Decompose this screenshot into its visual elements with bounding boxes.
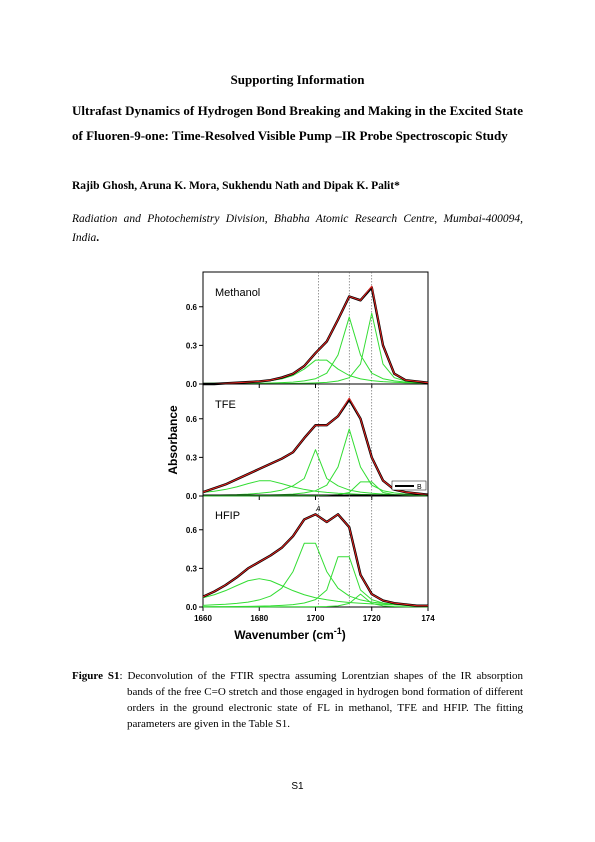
header: Supporting Information	[230, 72, 365, 87]
x-tick-label: 1720	[363, 614, 381, 623]
legend-label: B	[417, 484, 422, 491]
series-line	[202, 513, 428, 607]
x-tick-label: 1680	[250, 614, 268, 623]
x-axis-label-text: Wavenumber (cm	[234, 628, 334, 642]
caption-label: Figure S1	[72, 670, 120, 682]
y-tick-label: 0.6	[186, 415, 198, 424]
authors: Rajib Ghosh, Aruna K. Mora, Sukhendu Nat…	[72, 180, 400, 192]
y-tick-label: 0.0	[186, 492, 198, 501]
series-line	[202, 578, 429, 607]
x-tick-label: 1700	[307, 614, 325, 623]
caption-text: : Deconvolution of the FTIR spectra assu…	[119, 670, 524, 730]
series-line	[203, 286, 429, 386]
figure: Absorbance Wavenumber (cm-1) 0.0 0.3 0.6 Me…	[166, 271, 435, 642]
series-line	[202, 513, 428, 607]
panel-label: Methanol	[215, 287, 260, 299]
series-line	[202, 397, 429, 496]
x-axis-label-sup: -1	[334, 626, 342, 636]
series-line	[202, 542, 429, 607]
page-number: S1	[291, 781, 304, 792]
x-tick-label: 1660	[194, 614, 212, 623]
x-axis-label-end: )	[342, 628, 346, 642]
y-tick-label: 0.0	[186, 603, 198, 612]
series-line	[202, 556, 429, 608]
affiliation: Radiation and Photochemistry Division, B…	[72, 213, 523, 244]
y-tick-label: 0.3	[186, 564, 198, 573]
annotation: A	[315, 506, 321, 513]
y-tick-label: 0.3	[186, 341, 198, 350]
series-line	[203, 285, 429, 385]
caption: Figure S1: Deconvolution of the FTIR spe…	[72, 668, 523, 732]
y-tick-label: 0.3	[186, 453, 198, 462]
series-line	[202, 398, 429, 496]
title: Ultrafast Dynamics of Hydrogen Bond Brea…	[72, 103, 523, 143]
series-line	[203, 593, 429, 608]
y-tick-label: 0.6	[186, 303, 198, 312]
y-tick-label: 0.6	[186, 526, 198, 535]
series-line	[203, 481, 429, 497]
affiliation-end: .	[96, 232, 100, 244]
x-tick-label: 174	[421, 614, 435, 623]
panel-label: TFE	[215, 399, 236, 411]
y-tick-label: 0.0	[186, 380, 198, 389]
series-line	[202, 449, 429, 496]
y-axis-label: Absorbance	[166, 405, 180, 475]
panel-label: HFIP	[215, 510, 240, 522]
affiliation-block: Radiation and Photochemistry Division, B…	[72, 210, 523, 248]
x-axis-label: Wavenumber (cm-1)	[234, 626, 346, 642]
